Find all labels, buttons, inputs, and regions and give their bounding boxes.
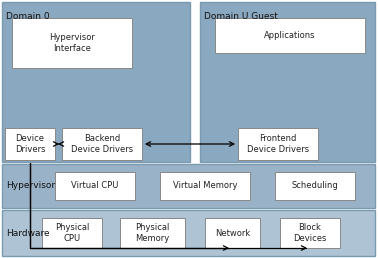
Text: Hypervisor
Interface: Hypervisor Interface [49,33,95,53]
Bar [280,218,340,248]
Text: Physical
CPU: Physical CPU [55,223,89,243]
Bar [275,172,355,200]
Text: Domain 0: Domain 0 [6,12,50,21]
Text: Physical
Memory: Physical Memory [135,223,170,243]
Text: Frontend
Device Drivers: Frontend Device Drivers [247,134,309,154]
Bar [120,218,185,248]
Text: Hypervisor: Hypervisor [6,181,55,190]
Bar [205,218,260,248]
Text: Virtual CPU: Virtual CPU [71,181,119,190]
Text: Device
Drivers: Device Drivers [15,134,45,154]
Bar [42,218,102,248]
Bar [62,128,142,160]
Bar [160,172,250,200]
Text: Block
Devices: Block Devices [293,223,327,243]
Bar [200,2,375,162]
Text: Domain U Guest: Domain U Guest [204,12,278,21]
Bar [2,2,190,162]
Text: Scheduling: Scheduling [291,181,338,190]
Text: Backend
Device Drivers: Backend Device Drivers [71,134,133,154]
Bar [238,128,318,160]
Text: Virtual Memory: Virtual Memory [173,181,237,190]
Text: Network: Network [215,229,250,238]
Text: Hardware: Hardware [6,229,50,238]
Bar [12,18,132,68]
Bar [215,18,365,53]
Bar [5,128,55,160]
Bar [55,172,135,200]
Text: Applications: Applications [264,31,316,40]
Bar [2,164,375,208]
Bar [2,210,375,256]
